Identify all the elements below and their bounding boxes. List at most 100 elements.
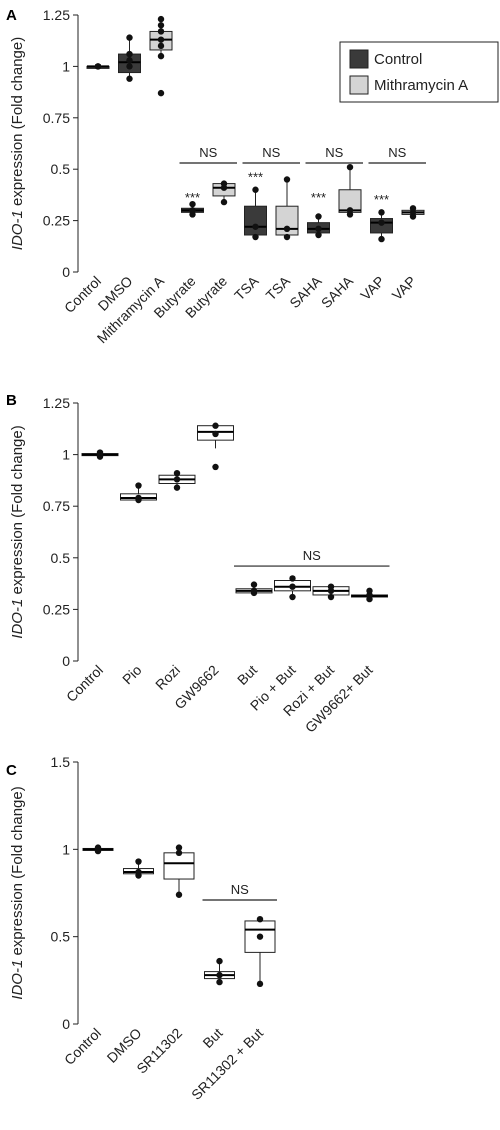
- y-tick-label: 1: [62, 447, 70, 463]
- data-point: [378, 209, 385, 216]
- data-point: [216, 971, 223, 979]
- box-plot: [244, 186, 267, 241]
- significance-bracket-label: NS: [262, 145, 280, 160]
- data-point: [135, 868, 142, 876]
- y-axis-label: IDO-1 expression (Fold change): [9, 425, 26, 638]
- data-point: [252, 223, 259, 230]
- significance-label: ***: [185, 190, 200, 205]
- x-tick-label: GW9662+ But: [302, 662, 376, 736]
- box-plot: [274, 575, 311, 601]
- box-plot: [401, 205, 425, 220]
- box-plot: [307, 213, 330, 239]
- data-point: [283, 225, 291, 233]
- x-tick-label: Pio: [119, 662, 145, 688]
- box-plot: [351, 587, 388, 603]
- data-point: [157, 36, 165, 43]
- y-tick-label: 0.75: [43, 110, 70, 126]
- y-axis-label-text: expression (Fold change): [9, 37, 26, 210]
- box-plot: [312, 583, 350, 601]
- data-point: [256, 980, 264, 988]
- data-point: [327, 583, 335, 590]
- data-point: [378, 235, 385, 243]
- data-point: [173, 484, 181, 491]
- box-plot: [86, 63, 110, 70]
- box-plot: [181, 200, 204, 218]
- legend-swatch: [349, 75, 369, 95]
- data-point: [327, 593, 335, 601]
- data-point: [126, 50, 133, 58]
- y-tick-label: 0.75: [43, 498, 70, 514]
- x-tick-label: SAHA: [286, 272, 325, 311]
- data-point: [157, 89, 165, 97]
- panel-letter: B: [6, 392, 17, 409]
- y-tick-label: 0.5: [51, 929, 71, 945]
- data-point: [135, 858, 142, 865]
- legend: Control Mithramycin A: [339, 41, 499, 103]
- significance-bracket-label: NS: [325, 145, 343, 160]
- significance-label: ***: [311, 190, 326, 205]
- x-tick-label: But: [199, 1025, 225, 1051]
- data-point: [157, 52, 165, 60]
- data-point: [212, 422, 219, 429]
- data-point: [216, 957, 223, 965]
- data-point: [378, 219, 385, 226]
- data-point: [189, 200, 196, 208]
- data-point: [157, 42, 165, 50]
- data-point: [94, 844, 102, 851]
- data-point: [283, 176, 291, 183]
- x-tick-label: TSA: [231, 272, 262, 303]
- data-point: [157, 15, 165, 23]
- x-tick-label: VAP: [389, 273, 419, 303]
- significance-bracket-label: NS: [388, 145, 406, 160]
- y-tick-label: 1: [62, 58, 70, 74]
- panel-a: A 0 0.25 0.5 0.75 1 1.25 IDO-1 expression (Fold…: [6, 7, 499, 346]
- box-plot: [120, 482, 157, 504]
- data-point: [212, 463, 219, 471]
- data-point: [289, 593, 296, 601]
- data-point: [157, 22, 165, 29]
- box-plot: [370, 209, 393, 243]
- data-point: [173, 476, 181, 483]
- box-plot: [212, 180, 236, 206]
- data-point: [96, 449, 104, 456]
- x-tick-label: SR11302 + But: [188, 1025, 266, 1103]
- significance-bracket-label: NS: [199, 145, 217, 160]
- y-tick-label: 0.25: [43, 601, 70, 617]
- data-point: [126, 57, 133, 64]
- data-point: [126, 34, 133, 41]
- box-plot: [275, 176, 299, 241]
- data-point: [173, 469, 181, 477]
- y-tick-label: 1: [62, 841, 70, 857]
- y-tick-label: 0: [62, 264, 70, 280]
- data-point: [216, 978, 223, 986]
- data-point: [126, 63, 133, 70]
- data-point: [289, 583, 296, 590]
- data-point: [175, 849, 183, 857]
- box-plot: [81, 449, 119, 460]
- box: [244, 205, 267, 236]
- data-point: [94, 63, 102, 70]
- data-point: [157, 28, 165, 35]
- panel-letter: A: [6, 7, 17, 24]
- data-point: [256, 933, 264, 940]
- x-tick-label: SAHA: [318, 272, 357, 311]
- x-tick-label: But: [234, 662, 260, 688]
- y-tick-label: 0.5: [51, 550, 71, 566]
- y-axis-label: IDO-1 expression (Fold change): [9, 786, 26, 999]
- x-tick-label: VAP: [357, 273, 387, 303]
- y-tick-label: 0: [62, 653, 70, 669]
- data-point: [175, 844, 183, 851]
- significance-bracket-label: NS: [231, 882, 249, 897]
- data-point: [252, 186, 259, 193]
- panel-letter: C: [6, 762, 17, 779]
- data-point: [189, 207, 196, 214]
- data-point: [346, 207, 354, 214]
- box: [163, 852, 195, 880]
- data-point: [315, 213, 322, 220]
- box-plot: [82, 844, 114, 855]
- box-plot: [204, 957, 235, 986]
- data-point: [220, 180, 228, 187]
- box-plot: [197, 422, 234, 471]
